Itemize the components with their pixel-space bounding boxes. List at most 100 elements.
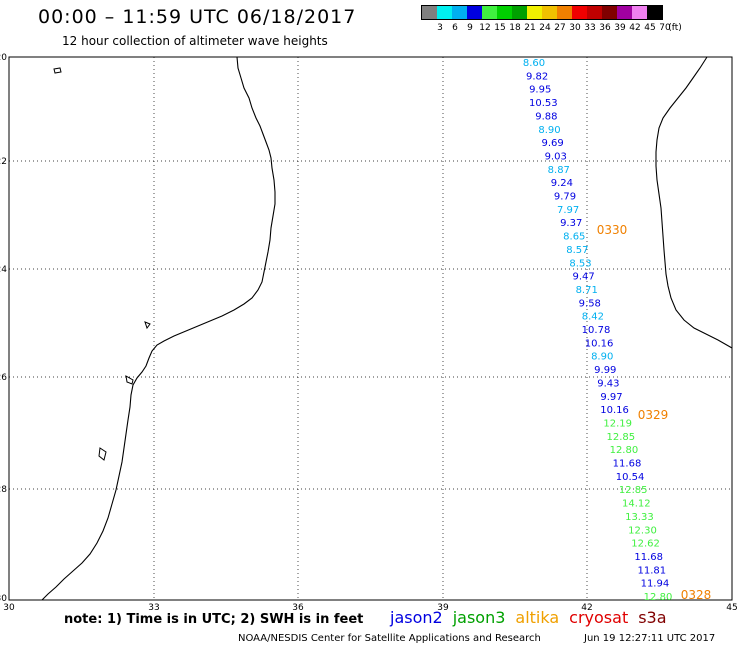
wave-height-value: 9.79: [554, 192, 576, 203]
wave-height-value: 11.68: [613, 459, 642, 470]
satellite-legend-item: jason2: [390, 608, 443, 627]
wave-height-value: 14.12: [622, 499, 651, 510]
wave-height-value: 8.71: [576, 285, 598, 296]
satellite-legend-item: s3a: [638, 608, 667, 627]
wave-height-value: 9.95: [529, 85, 551, 96]
latitude-label: -26: [0, 373, 7, 383]
wave-height-value: 11.94: [641, 579, 670, 590]
generation-timestamp: Jun 19 12:27:11 UTC 2017: [584, 633, 716, 644]
satellite-legend-item: jason3: [452, 608, 506, 627]
wave-height-value: 9.03: [545, 151, 567, 162]
scale-label: 30: [569, 23, 581, 33]
credit-line: NOAA/NESDIS Center for Satellite Applica…: [238, 633, 541, 644]
map-frame: [8, 56, 733, 601]
wave-height-value: 9.69: [541, 138, 563, 149]
madagascar-coastline: [655, 56, 733, 349]
color-scale-labels: 3 6 9 12 15 18 21 24 27 30 33 36 39 42 45 70 (ft): [421, 20, 682, 34]
latitude-label: -24: [0, 265, 7, 275]
scale-label: 27: [554, 23, 566, 33]
latitude-label: -20: [0, 53, 7, 63]
scale-swatch: [542, 6, 557, 19]
latitude-label: -30: [0, 594, 7, 604]
scale-label: 36: [599, 23, 611, 33]
wave-height-value: 12.19: [603, 418, 632, 429]
longitude-label: 33: [148, 603, 159, 613]
scale-label: 21: [524, 23, 536, 33]
longitude-labels: 30 33 36 39 42 45: [3, 603, 737, 613]
pass-time-label: 0329: [638, 408, 669, 422]
scale-swatch: [527, 6, 542, 19]
wave-height-value: 10.53: [529, 98, 558, 109]
latitude-labels: -20 -22 -24 -26 -28 -30: [0, 53, 7, 604]
scale-label: 9: [467, 23, 473, 33]
scale-label: 33: [584, 23, 596, 33]
wave-height-value: 8.42: [582, 312, 604, 323]
scale-label: 45: [644, 23, 656, 33]
wave-height-color-scale: 3 6 9 12 15 18 21 24 27 30 33 36 39 42 45 70 (ft): [421, 5, 682, 34]
scale-label: 39: [614, 23, 626, 33]
island-outline: [125, 375, 134, 385]
scale-swatch: [497, 6, 512, 19]
longitude-label: 45: [726, 603, 737, 613]
wave-height-value: 9.43: [597, 378, 619, 389]
scale-swatch: [467, 6, 482, 19]
map-title: 00:00 – 11:59 UTC 06/18/2017: [38, 6, 357, 28]
wave-height-value: 9.97: [600, 392, 622, 403]
color-scale-bar: [421, 5, 663, 20]
scale-label: (ft): [668, 23, 682, 33]
scale-label: 42: [629, 23, 641, 33]
wave-height-value: 8.60: [523, 58, 545, 69]
wave-height-value: 9.99: [594, 365, 616, 376]
pass-time-label: 0328: [681, 588, 712, 602]
scale-swatch: [512, 6, 527, 19]
latitude-label: -22: [0, 157, 7, 167]
africa-coastline: [41, 56, 276, 601]
scale-label: 6: [452, 23, 458, 33]
units-note: note: 1) Time is in UTC; 2) SWH is in fe…: [64, 612, 364, 627]
scale-swatch: [587, 6, 602, 19]
scale-swatch: [647, 6, 662, 19]
satellite-legend: jason2 jason3 altika cryosat s3a: [390, 608, 677, 627]
island-outline: [98, 447, 107, 461]
graticule: [9, 57, 732, 600]
scale-label: 3: [437, 23, 443, 33]
scale-label: 18: [509, 23, 521, 33]
wave-height-value: 12.85: [606, 432, 635, 443]
wave-height-value: 9.37: [560, 218, 582, 229]
wave-height-value: 12.62: [631, 539, 660, 550]
wave-height-value: 12.85: [619, 485, 648, 496]
island-outline: [144, 321, 151, 330]
wave-height-value: 12.30: [628, 525, 657, 536]
wave-height-value: 8.53: [569, 258, 591, 269]
wave-height-value: 8.87: [548, 165, 570, 176]
wave-height-value: 9.47: [572, 272, 594, 283]
scale-swatch: [557, 6, 572, 19]
wave-height-value: 8.90: [538, 125, 560, 136]
wave-height-value: 11.68: [634, 552, 663, 563]
scale-swatch: [422, 6, 437, 19]
wave-height-value: 10.16: [600, 405, 629, 416]
wave-height-value: 9.58: [579, 298, 601, 309]
wave-height-value: 13.33: [625, 512, 654, 523]
wave-height-value: 8.57: [566, 245, 588, 256]
wave-height-value: 7.97: [557, 205, 579, 216]
wave-height-value: 8.90: [591, 352, 613, 363]
satellite-legend-item: cryosat: [569, 608, 629, 627]
longitude-label: 42: [581, 603, 592, 613]
latitude-label: -28: [0, 485, 7, 495]
wave-height-value: 12.80: [644, 592, 673, 603]
longitude-label: 39: [437, 603, 449, 613]
scale-swatch: [452, 6, 467, 19]
wave-height-value: 9.24: [551, 178, 573, 189]
longitude-label: 30: [3, 603, 15, 613]
scale-swatch: [632, 6, 647, 19]
satellite-legend-item: altika: [515, 608, 560, 627]
map-subtitle: 12 hour collection of altimeter wave hei…: [62, 34, 328, 48]
scale-label: 24: [539, 23, 551, 33]
wave-height-value: 9.88: [535, 111, 557, 122]
wave-height-observations: 8.60 9.82 9.95 10.53 9.88 8.90 9.69 9.03 8.87 9.2…: [523, 58, 672, 603]
wave-height-value: 8.65: [563, 232, 585, 243]
wave-height-value: 9.82: [526, 71, 548, 82]
scale-label: 15: [494, 23, 506, 33]
